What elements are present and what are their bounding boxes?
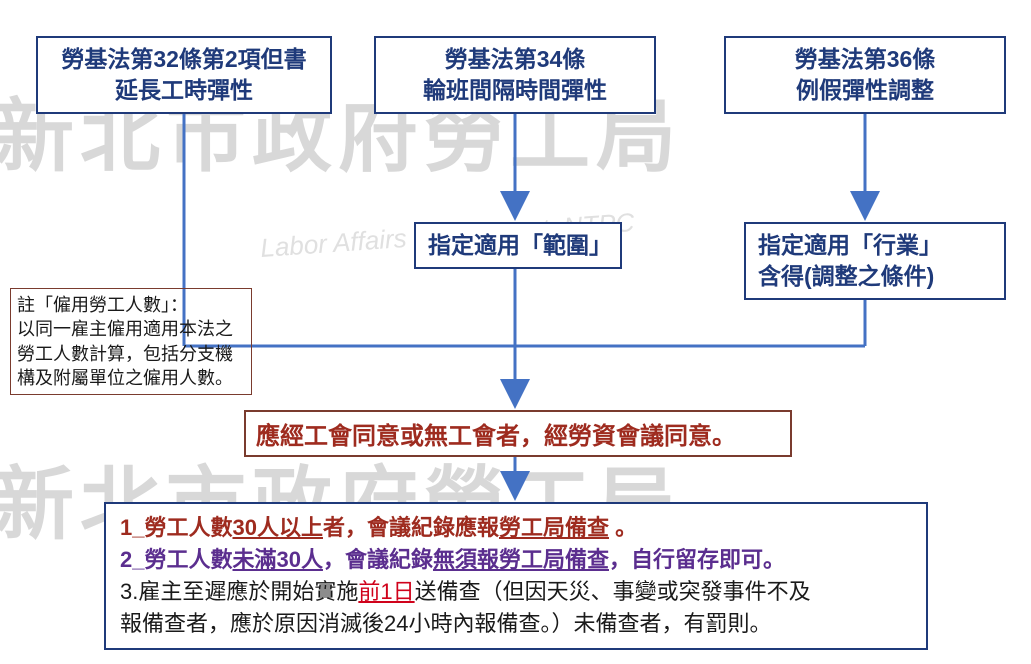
scope-text: 指定適用「範圍」	[428, 230, 608, 261]
scope-box: 指定適用「範圍」	[414, 222, 622, 269]
bottom-l2: 2_勞工人數未滿30人，會議紀錄無須報勞工局備查，自行留存即可。	[120, 544, 912, 576]
note-l1: 註「僱用勞工人數」：	[17, 293, 245, 317]
bottom-l1: 1_勞工人數30人以上者，會議紀錄應報勞工局備查 。	[120, 512, 912, 544]
top-box-line1: 勞基法第36條	[795, 44, 936, 75]
top-box-line2: 輪班間隔時間彈性	[423, 75, 607, 106]
note-l3: 勞工人數計算，包括分支機	[17, 342, 245, 366]
top-box-art34: 勞基法第34條 輪班間隔時間彈性	[374, 36, 656, 114]
consent-text: 應經工會同意或無工會者，經勞資會議同意。	[256, 424, 736, 450]
note-box: 註「僱用勞工人數」： 以同一雇主僱用適用本法之 勞工人數計算，包括分支機 構及附…	[10, 288, 252, 395]
top-box-line1: 勞基法第34條	[445, 44, 586, 75]
bottom-l3: 3.雇主至遲應於開始實施前1日送備查（但因天災、事變或突發事件不及報備查者，應於…	[120, 576, 912, 640]
top-box-line2: 例假彈性調整	[796, 75, 934, 106]
top-box-art32: 勞基法第32條第2項但書 延長工時彈性	[36, 36, 332, 114]
note-l2: 以同一雇主僱用適用本法之	[17, 317, 245, 341]
top-box-art36: 勞基法第36條 例假彈性調整	[724, 36, 1006, 114]
industry-box: 指定適用「行業」 含得(調整之條件)	[744, 222, 1006, 300]
bottom-box: 1_勞工人數30人以上者，會議紀錄應報勞工局備查 。 2_勞工人數未滿30人，會…	[104, 502, 928, 650]
top-box-line1: 勞基法第32條第2項但書	[61, 44, 306, 75]
note-l4: 構及附屬單位之僱用人數。	[17, 366, 245, 390]
consent-box: 應經工會同意或無工會者，經勞資會議同意。	[244, 410, 792, 457]
industry-line2: 含得(調整之條件)	[758, 261, 934, 292]
industry-line1: 指定適用「行業」	[758, 230, 942, 261]
top-box-line2: 延長工時彈性	[115, 75, 253, 106]
